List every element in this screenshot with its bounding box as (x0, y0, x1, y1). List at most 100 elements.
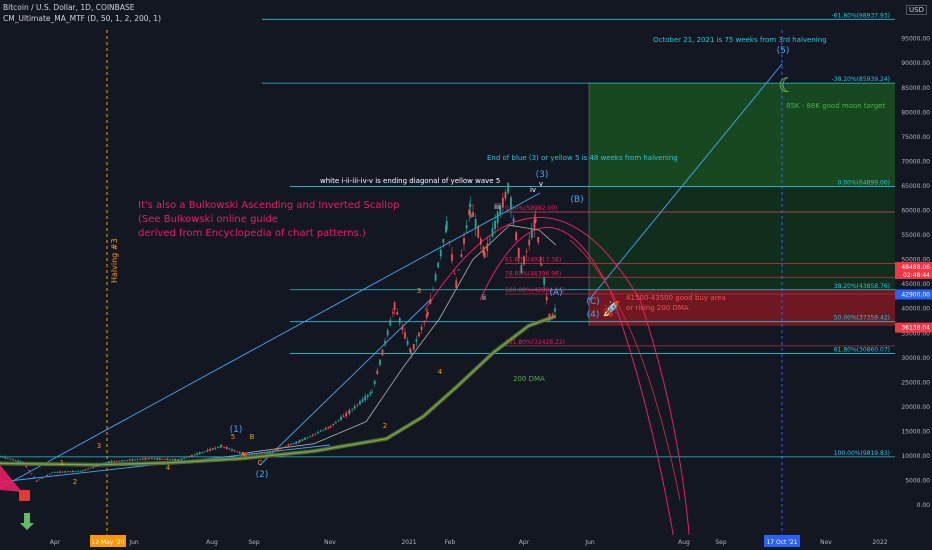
fib-level-label-3: 38.20%(43858.76) (834, 283, 890, 290)
candle-body (364, 396, 367, 401)
candle-body (477, 227, 480, 238)
candle-body (177, 459, 179, 461)
x-tick-highlight-1 (90, 535, 126, 547)
candle-body (274, 449, 277, 452)
candle-body (504, 191, 507, 199)
y-tick-label-1: 5000.00 (905, 478, 930, 485)
candle-body (517, 247, 520, 258)
candle-body (169, 459, 172, 461)
candle-body (460, 254, 463, 257)
candle-body (337, 420, 340, 422)
price-tag-0: 48488.06 (901, 264, 930, 271)
candle-body (211, 448, 214, 450)
candle-body (30, 473, 33, 475)
candle-body (530, 229, 533, 238)
candle-body (468, 209, 471, 216)
fib-level-label-1: -38.20%(85939.24) (832, 76, 890, 83)
candle-body (38, 479, 41, 481)
candle-body (455, 280, 458, 288)
candle-body (528, 239, 531, 246)
candle-body (253, 453, 256, 455)
candle-body (25, 465, 28, 468)
x-tick-label-14: 2022 (872, 539, 887, 546)
candle-body (204, 451, 206, 453)
candle-body (448, 241, 451, 243)
candle-body (371, 391, 373, 393)
candle-body (401, 326, 404, 331)
candle-body (196, 453, 199, 455)
candle-body (332, 423, 335, 426)
x-tick-label-0: Apr (50, 539, 61, 546)
candle-body (74, 471, 77, 472)
candle-body (359, 401, 361, 405)
wave-blue-6: (B) (570, 195, 583, 205)
annotation-rising-ma: or rising 200 DMA (626, 304, 689, 312)
candle-body (472, 212, 474, 217)
candle-body (345, 412, 348, 417)
candle-body (384, 340, 386, 345)
candle-body (437, 262, 440, 268)
candle-body (250, 454, 253, 455)
candle-body (301, 439, 304, 441)
candle-body (131, 459, 134, 461)
candle-body (245, 454, 248, 456)
candle-body (317, 431, 319, 434)
candle-body (279, 448, 282, 450)
candle-body (269, 451, 272, 454)
wave-orange-4: 5 (231, 433, 235, 441)
candle-body (95, 465, 97, 467)
candle-body (48, 473, 51, 475)
moon-icon: ☾ (778, 73, 796, 97)
candle-body (105, 462, 108, 464)
x-tick-label-3: Aug (206, 539, 218, 546)
candle-body (334, 421, 337, 424)
candle-body (322, 430, 325, 431)
fib-inner-label-4: 161.80%(32428.22) (505, 339, 565, 346)
wave-orange-3: 4 (438, 368, 443, 376)
candle-body (378, 359, 381, 366)
y-tick-label-2: 10000.00 (901, 453, 930, 460)
candle-body (171, 459, 174, 461)
candle-body (290, 444, 292, 446)
candle-body (409, 348, 412, 352)
candle-body (474, 218, 477, 229)
candle-body (423, 321, 426, 323)
annotation-buy-area: 41500-43500 good buy area (626, 294, 726, 302)
candle-body (148, 458, 151, 460)
candle-body (121, 460, 123, 462)
candle-body (198, 452, 201, 455)
annotation-moon-target: 85K - 88K good moon target (786, 102, 885, 110)
y-tick-label-3: 15000.00 (901, 428, 930, 435)
candle-body (410, 351, 413, 355)
candle-body (248, 454, 250, 456)
ma50-line (241, 224, 557, 454)
candle-body (233, 450, 236, 452)
candle-body (525, 251, 528, 253)
candle-body (298, 440, 301, 443)
candle-body (59, 471, 61, 473)
wave-orange-extra-3: 3 (97, 442, 101, 450)
candle-body (434, 274, 437, 281)
price-tag-2: 36138.04 (901, 325, 930, 332)
candle-body (369, 392, 372, 395)
candle-body (295, 441, 298, 444)
fib-inner-label-1: 61.80%(49217.38) (505, 256, 561, 263)
x-tick-label-13: Nov (820, 539, 832, 546)
candle-body (412, 343, 415, 350)
candle-body (151, 458, 153, 460)
candle-body (324, 427, 327, 430)
upper-trendline (0, 192, 541, 489)
price-tag-bg-0 (895, 262, 932, 280)
red-wedge (0, 465, 22, 492)
fib-inner-label-3: 100.00%(42804.36) (505, 287, 565, 294)
y-tick-label-8: 40000.00 (901, 306, 930, 313)
wave5-projection (588, 63, 783, 301)
candle-body (483, 251, 486, 258)
y-tick-label-19: 95000.00 (901, 36, 930, 43)
y-tick-label-10: 50000.00 (901, 257, 930, 264)
x-tick-label-5: Nov (324, 539, 336, 546)
candle-body (366, 394, 369, 398)
wave-orange-extra-2: 2 (383, 422, 387, 430)
candle-body (53, 472, 56, 473)
